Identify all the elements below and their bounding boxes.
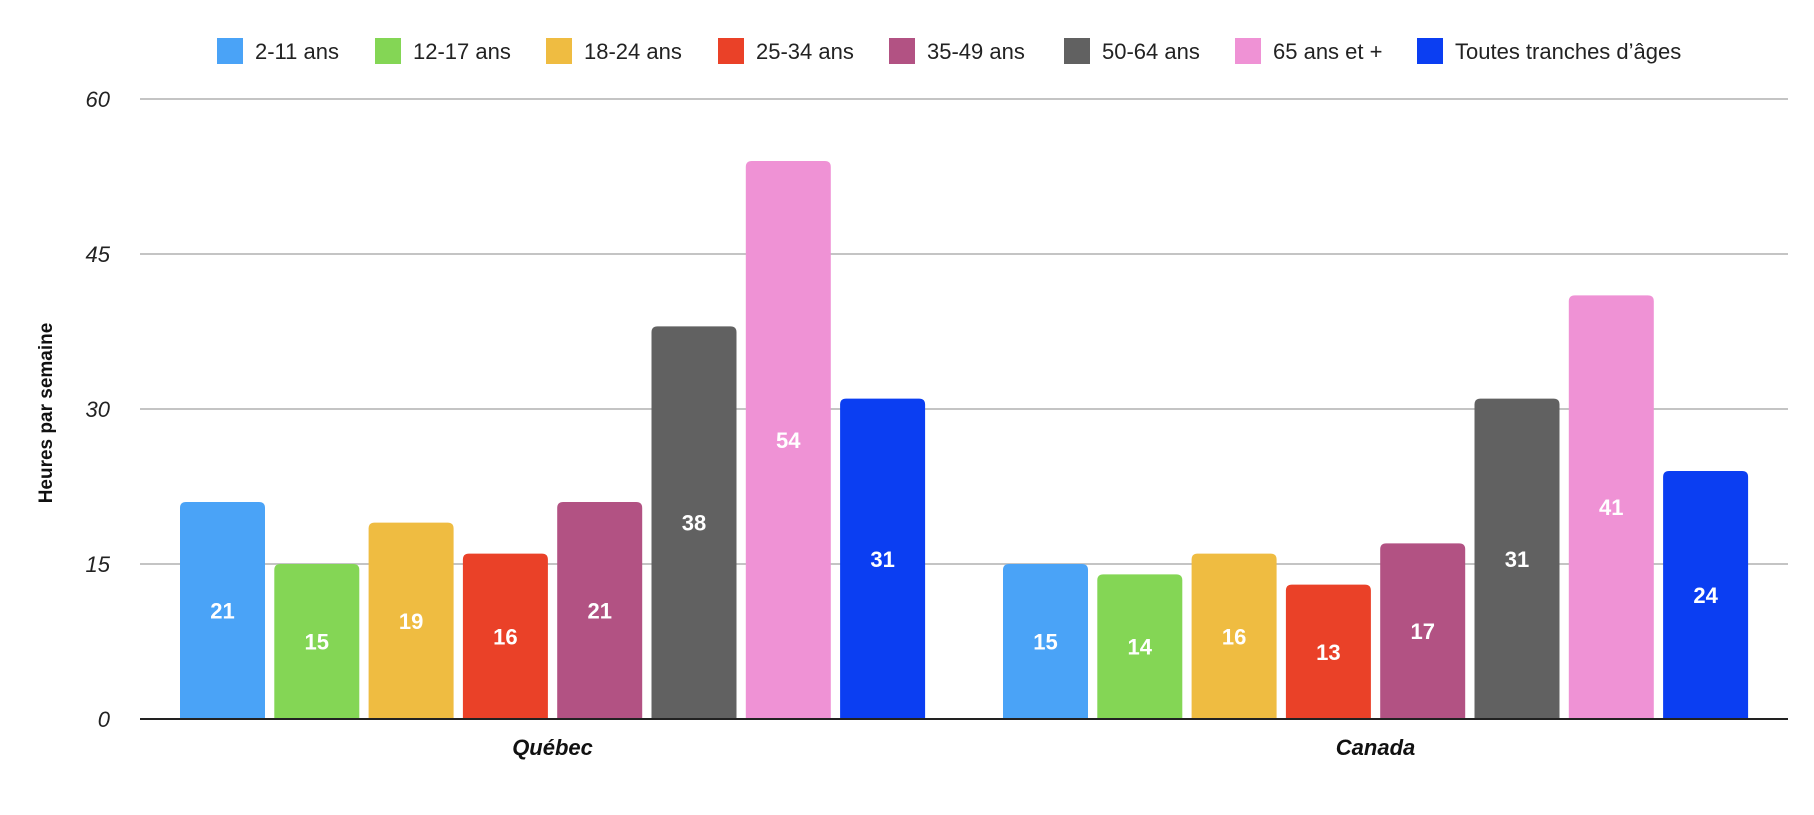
bar-value-label: 13 (1316, 640, 1340, 665)
bar-value-label: 17 (1410, 619, 1434, 644)
legend-label: 18-24 ans (584, 39, 682, 64)
y-axis-ticks: 0 15 30 45 60 (86, 87, 111, 732)
x-axis-categories: Québec Canada (512, 735, 1415, 760)
bar-value-label: 24 (1693, 583, 1718, 608)
bar-value-label: 19 (399, 609, 423, 634)
legend-item: 65 ans et + (1235, 38, 1382, 64)
data-labels: 21 15 19 16 21 38 54 31 15 14 16 13 17 31 41 24 (210, 428, 1718, 665)
legend-swatch (889, 38, 915, 64)
y-axis-title: Heures par semaine (36, 323, 57, 504)
bar (651, 326, 737, 719)
legend-label: 65 ans et + (1273, 39, 1382, 64)
legend-label: 50-64 ans (1102, 39, 1200, 64)
bar (1097, 574, 1183, 719)
bar-value-label: 54 (776, 428, 801, 453)
y-tick-label: 0 (98, 707, 111, 732)
legend-item: 50-64 ans (1064, 38, 1200, 64)
bar-value-label: 15 (1033, 630, 1057, 655)
bar-value-label: 38 (682, 511, 706, 536)
x-category-label: Québec (512, 735, 593, 760)
legend-label: 35-49 ans (927, 39, 1025, 64)
legend-item: 2-11 ans (217, 38, 339, 64)
legend-swatch (1235, 38, 1261, 64)
y-tick-label: 45 (86, 242, 111, 267)
bar-value-label: 41 (1599, 495, 1623, 520)
bar-value-label: 16 (1222, 624, 1246, 649)
legend-swatch (1064, 38, 1090, 64)
bar (557, 502, 643, 719)
legend-swatch (718, 38, 744, 64)
bar-value-label: 16 (493, 624, 517, 649)
y-tick-label: 60 (86, 87, 111, 112)
bar (1474, 398, 1560, 719)
bars (180, 161, 1749, 719)
legend-label: 25-34 ans (756, 39, 854, 64)
legend-swatch (217, 38, 243, 64)
legend-item: 35-49 ans (889, 38, 1025, 64)
legend-swatch (546, 38, 572, 64)
legend-label: Toutes tranches d’âges (1455, 39, 1681, 64)
legend-item: 25-34 ans (718, 38, 854, 64)
y-tick-label: 15 (86, 552, 111, 577)
legend-item: 18-24 ans (546, 38, 682, 64)
bar (274, 564, 360, 719)
legend-swatch (1417, 38, 1443, 64)
bar (462, 553, 548, 719)
legend-item: Toutes tranches d’âges (1417, 38, 1681, 64)
bar (1191, 553, 1277, 719)
y-tick-label: 30 (86, 397, 111, 422)
bar-value-label: 15 (305, 630, 329, 655)
bar (840, 398, 926, 719)
bar (745, 161, 831, 719)
legend-label: 2-11 ans (255, 39, 339, 64)
bar-value-label: 14 (1128, 635, 1153, 660)
legend-label: 12-17 ans (413, 39, 511, 64)
bar (368, 522, 454, 719)
legend: 2-11 ans 12-17 ans 18-24 ans 25-34 ans 35-49… (217, 38, 1681, 64)
x-category-label: Canada (1336, 735, 1415, 760)
bar-value-label: 21 (210, 599, 234, 624)
bar (1003, 564, 1088, 719)
bar (1568, 295, 1654, 719)
bar (1380, 543, 1466, 719)
legend-item: 12-17 ans (375, 38, 511, 64)
bar-value-label: 21 (587, 599, 611, 624)
bar-value-label: 31 (870, 547, 894, 572)
legend-swatch (375, 38, 401, 64)
bar (180, 502, 265, 719)
bar (1285, 584, 1371, 719)
bar (1663, 471, 1749, 719)
bar-value-label: 31 (1505, 547, 1529, 572)
